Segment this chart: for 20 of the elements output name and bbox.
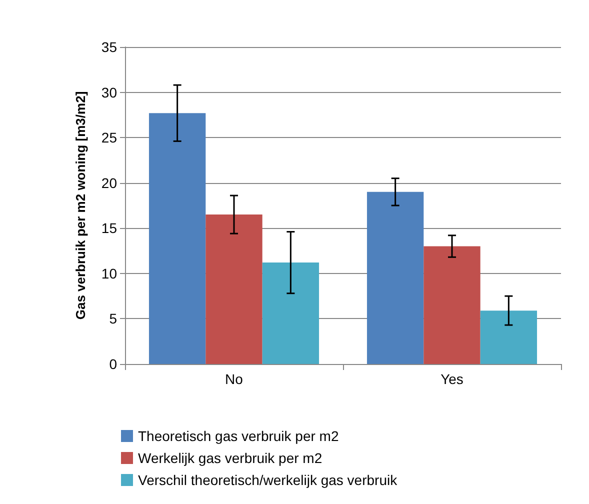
legend-label: Werkelijk gas verbruik per m2 [138, 450, 322, 466]
y-tick-label: 10 [101, 265, 118, 282]
y-tick-label: 35 [101, 39, 118, 55]
bar [366, 192, 424, 364]
y-tick-label: 20 [101, 174, 118, 191]
legend-label: Verschil theoretisch/werkelijk gas verbruik [138, 472, 398, 488]
legend-label: Theoretisch gas verbruik per m2 [138, 428, 339, 444]
bar [262, 262, 320, 364]
x-tick-label: No [225, 371, 244, 387]
bar [424, 246, 480, 364]
bar [206, 214, 262, 364]
y-tick-label: 30 [101, 84, 118, 100]
y-tick-label: 5 [109, 310, 118, 327]
y-tick-label: 15 [101, 220, 118, 236]
y-tick-label: 25 [101, 130, 118, 146]
bar [480, 310, 538, 364]
x-tick-label: Yes [440, 371, 464, 387]
y-tick-label: 0 [109, 356, 118, 372]
bar [148, 113, 206, 364]
y-axis-title: Gas verbruik per m2 woning [m3/m2] [73, 91, 88, 320]
